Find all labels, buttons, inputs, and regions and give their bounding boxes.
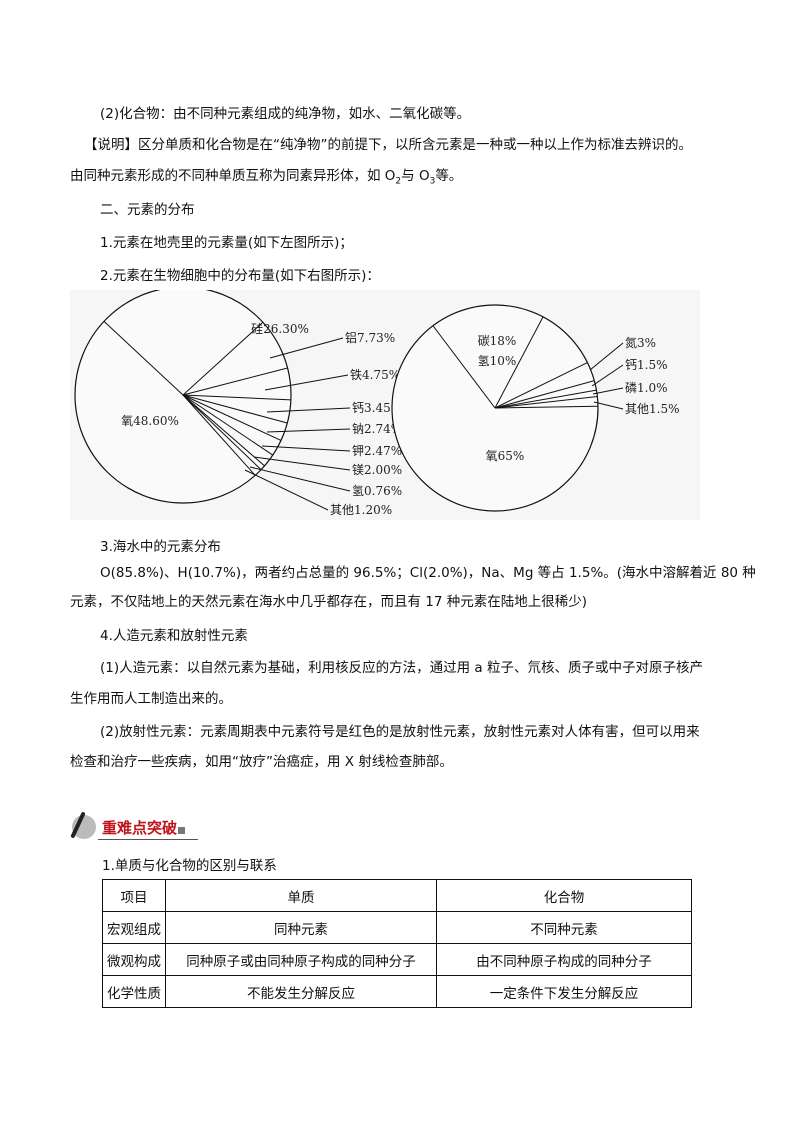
pie-slice-boundary: [182, 394, 288, 424]
pie-slice-label: 氢0.76%: [352, 483, 402, 498]
leader-line: [266, 428, 351, 433]
pie-slice-boundary: [494, 380, 595, 409]
table-cell: 宏观组成: [102, 911, 166, 944]
table-cell: 化学性质: [102, 975, 166, 1008]
radioactive-text-1: (2)放射性元素：元素周期表中元素符号是红色的是放射性元素，放射性元素对人体有害…: [100, 724, 700, 740]
table-cell: 同种元素: [165, 911, 437, 944]
pie-slice-boundary: [182, 394, 291, 401]
pie-slice-boundary: [182, 394, 262, 471]
leader-line: [249, 466, 351, 492]
table-row: 化学性质 不能发生分解反应 一定条件下发生分解反应: [102, 975, 692, 1008]
table-cell: 一定条件下发生分解反应: [436, 975, 692, 1008]
pie-outline: [74, 290, 292, 504]
table-header-row: 项目 单质 化合物: [102, 879, 692, 912]
item-seawater: 3.海水中的元素分布: [100, 539, 221, 555]
pie-slice-label: 硅26.30%: [251, 322, 309, 336]
leader-line: [592, 387, 624, 395]
subscript: 2: [395, 176, 402, 187]
pie-slice-label: 氮3%: [625, 335, 656, 350]
text: 与 O: [401, 168, 430, 184]
banner-underline: [98, 839, 198, 840]
section-title: 1.单质与化合物的区别与联系: [102, 858, 277, 874]
pie-slice-boundary: [494, 396, 598, 409]
table-row: 微观构成 同种原子或由同种原子构成的同种分子 由不同种原子构成的同种分子: [102, 943, 692, 976]
paragraph-allotrope: 由同种元素形成的不同种单质互称为同素异形体，如 O2与 O3等。: [70, 164, 462, 187]
pie-slice-boundary: [103, 320, 184, 396]
subscript: 3: [429, 176, 436, 187]
pie-slice-boundary: [494, 405, 598, 409]
pie-charts: 硅26.30% 铝7.73% 铁4.75% 钙3.45% 钠2.74% 钾2.47% 镁2.…: [70, 290, 700, 520]
leader-line: [253, 456, 351, 471]
item-crust: 1.元素在地壳里的元素量(如下左图所示)；: [100, 235, 353, 251]
leader-line: [269, 337, 344, 359]
leader-line: [264, 374, 349, 391]
heading-distribution: 二、元素的分布: [100, 202, 195, 218]
table-cell: 由不同种原子构成的同种分子: [436, 943, 692, 976]
section-banner: 重难点突破: [68, 811, 200, 841]
item-artificial: 4.人造元素和放射性元素: [100, 628, 248, 644]
pie-slice-boundary: [182, 394, 256, 476]
text: 等。: [435, 168, 463, 184]
leader-line: [589, 342, 624, 371]
pie-slice-label: 氧48.60%: [121, 414, 179, 428]
pie-slice-boundary: [432, 325, 496, 409]
pie-slice-boundary: [182, 367, 288, 396]
pie-slice-label: 钙1.5%: [625, 358, 668, 372]
header-cell: 化合物: [436, 879, 692, 912]
leader-line: [593, 401, 624, 410]
artificial-text-1: (1)人造元素：以自然元素为基础，利用核反应的方法，通过用 a 粒子、氘核、质子…: [100, 660, 703, 676]
item-cell: 2.元素在生物细胞中的分布量(如下右图所示)：: [100, 268, 380, 284]
text: 由同种元素形成的不同种单质互称为同素异形体，如 O: [70, 168, 396, 184]
seawater-text-2: 元素，不仅陆地上的天然元素在海水中几乎都存在，而且有 17 种元素在陆地上很稀少…: [70, 594, 588, 610]
pie-slice-label: 镁2.00%: [352, 463, 402, 477]
pie-slice-boundary: [494, 316, 544, 409]
pie-slice-label: 碳18%: [478, 334, 517, 348]
leader-line: [261, 445, 351, 452]
pie-slice-label: 氢10%: [478, 353, 517, 368]
pie-slice-label: 氧65%: [486, 449, 525, 463]
header-cell: 单质: [165, 879, 437, 912]
table-cell: 微观构成: [102, 943, 166, 976]
pie-slice-label: 磷1.0%: [625, 380, 668, 395]
pie-slice-boundary: [182, 321, 264, 396]
pie-slice-label: 铝7.73%: [345, 330, 395, 345]
leader-line: [591, 364, 624, 387]
pie-slice-boundary: [182, 394, 265, 467]
pie-slice-label: 其他1.5%: [625, 402, 680, 416]
table-cell: 不能发生分解反应: [165, 975, 437, 1008]
pie-slice-label: 钙3.45%: [352, 401, 402, 415]
paragraph-note: 【说明】区分单质和化合物是在“纯净物”的前提下，以所含元素是一种或一种以上作为标…: [84, 137, 692, 153]
pie-slice-label: 铁4.75%: [350, 368, 400, 382]
leader-line: [266, 407, 351, 413]
pie-slice-boundary: [494, 389, 597, 409]
pie-slice-label: 钠2.74%: [352, 421, 402, 436]
table-cell: 不同种元素: [436, 911, 692, 944]
table-row: 宏观组成 同种元素 不同种元素: [102, 911, 692, 944]
pie-slice-label: 其他1.20%: [330, 503, 392, 517]
leader-line: [244, 469, 329, 511]
table-cell: 同种原子或由同种原子构成的同种分子: [165, 943, 437, 976]
pie-slice-boundary: [182, 394, 274, 456]
pie-slice-boundary: [494, 362, 588, 409]
radioactive-text-2: 检查和治疗一些疾病，如用“放疗”治癌症，用 X 射线检查肺部。: [70, 754, 453, 770]
paragraph-compound: (2)化合物：由不同种元素组成的纯净物，如水、二氧化碳等。: [100, 106, 471, 122]
banner-square-icon: [178, 827, 185, 834]
artificial-text-2: 生作用而人工制造出来的。: [70, 691, 232, 707]
seawater-text-1: O(85.8%)、H(10.7%)，两者约占总量的 96.5%；Cl(2.0%)…: [100, 565, 756, 581]
comparison-table: 项目 单质 化合物 宏观组成 同种元素 不同种元素 微观构成 同种原子或由同种原…: [102, 879, 692, 1008]
header-cell: 项目: [102, 879, 166, 912]
pie-slice-label: 钾2.47%: [352, 444, 402, 458]
pie-charts-svg: 硅26.30% 铝7.73% 铁4.75% 钙3.45% 钠2.74% 钾2.47% 镁2.…: [74, 290, 680, 517]
pie-slice-boundary: [182, 394, 282, 441]
banner-title: 重难点突破: [102, 819, 178, 837]
